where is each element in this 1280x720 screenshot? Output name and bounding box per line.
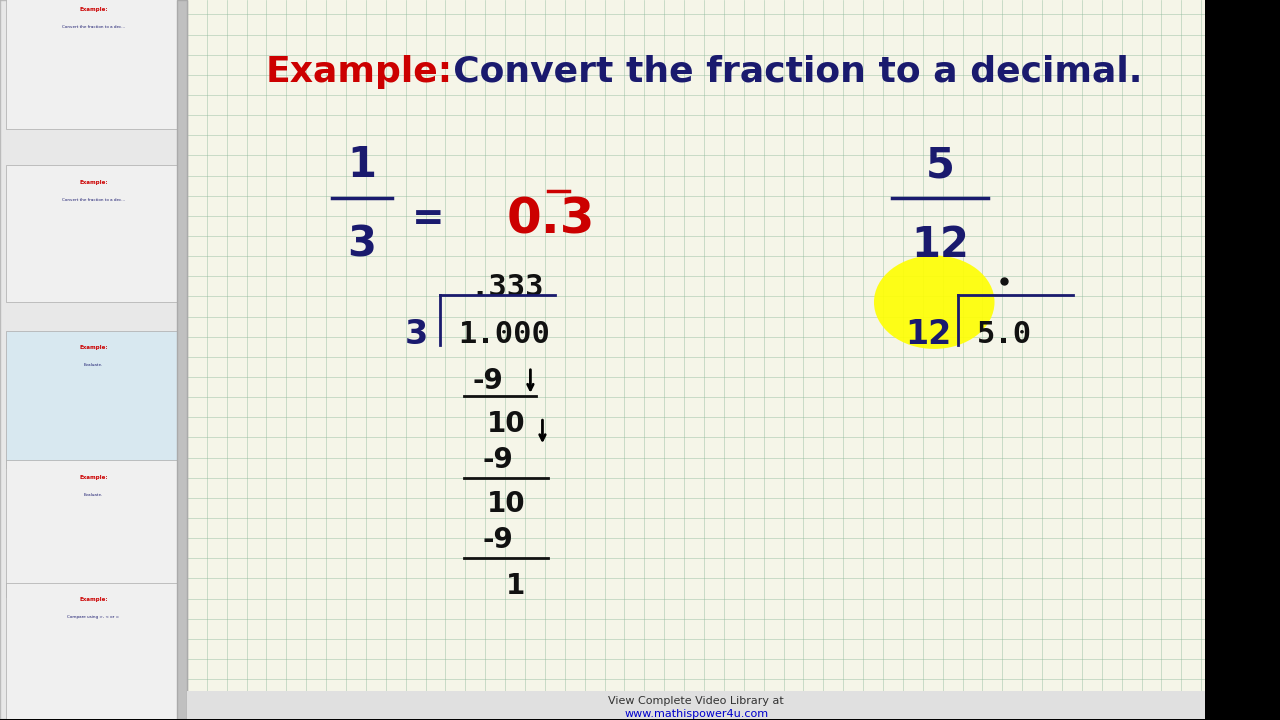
FancyBboxPatch shape (6, 0, 180, 130)
FancyBboxPatch shape (187, 690, 1206, 719)
FancyBboxPatch shape (6, 460, 180, 597)
Text: Example:: Example: (79, 474, 108, 480)
Text: =: = (412, 200, 444, 238)
Text: -9: -9 (483, 446, 513, 474)
Text: Example:: Example: (79, 597, 108, 602)
Text: 3: 3 (404, 318, 428, 351)
Text: Convert the fraction to a dec...: Convert the fraction to a dec... (61, 25, 125, 30)
Text: Convert the fraction to a decimal.: Convert the fraction to a decimal. (428, 55, 1142, 89)
Text: View Complete Video Library at: View Complete Video Library at (608, 696, 785, 706)
FancyBboxPatch shape (6, 582, 180, 719)
Text: 3: 3 (347, 224, 376, 266)
Text: Example:: Example: (79, 180, 108, 185)
Text: .333: .333 (470, 274, 544, 302)
Text: 5: 5 (925, 145, 955, 186)
Text: Evaluate.: Evaluate. (83, 364, 104, 367)
Text: Compare using >, < or =: Compare using >, < or = (68, 615, 119, 619)
Text: Evaluate.: Evaluate. (83, 492, 104, 497)
Ellipse shape (874, 256, 995, 349)
Text: 1: 1 (507, 572, 526, 600)
Text: www.mathispower4u.com: www.mathispower4u.com (625, 708, 768, 719)
FancyBboxPatch shape (187, 0, 1206, 719)
Text: Convert the fraction to a dec...: Convert the fraction to a dec... (61, 198, 125, 202)
Text: 12: 12 (905, 318, 951, 351)
Text: 1: 1 (347, 145, 376, 186)
FancyBboxPatch shape (6, 166, 180, 302)
Text: Example:: Example: (79, 346, 108, 351)
FancyBboxPatch shape (6, 331, 180, 467)
Text: 10: 10 (486, 490, 526, 518)
Text: Example:: Example: (79, 7, 108, 12)
Text: 1.000: 1.000 (458, 320, 550, 349)
Text: -9: -9 (472, 367, 503, 395)
Text: 0.3: 0.3 (507, 195, 595, 243)
Text: 12: 12 (911, 224, 969, 266)
Text: 5.0: 5.0 (977, 320, 1032, 349)
FancyBboxPatch shape (0, 0, 187, 719)
Text: Example:: Example: (265, 55, 452, 89)
Text: -9: -9 (483, 526, 513, 554)
Text: 10: 10 (486, 410, 526, 438)
FancyBboxPatch shape (177, 0, 187, 719)
